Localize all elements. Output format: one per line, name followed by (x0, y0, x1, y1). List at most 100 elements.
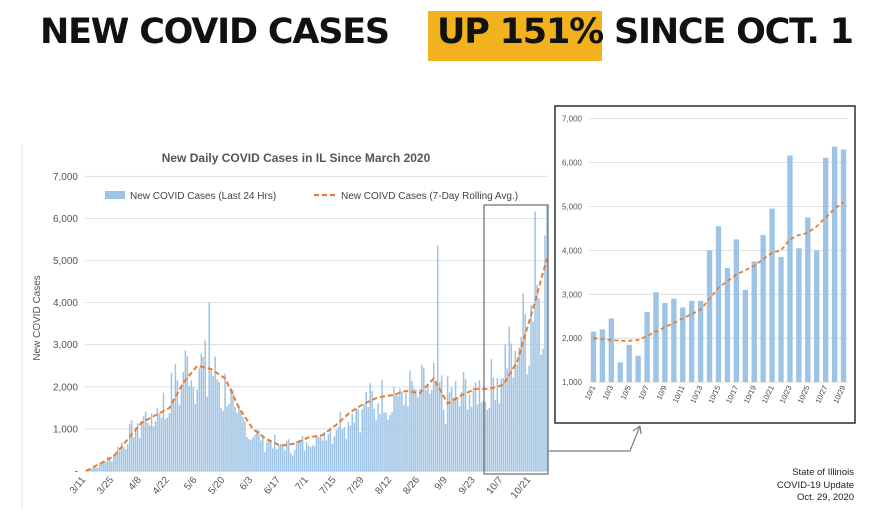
main-bar (301, 435, 304, 471)
main-bar (448, 392, 451, 471)
main-bar (359, 432, 361, 471)
main-bar (230, 387, 232, 471)
main-bar (297, 440, 300, 471)
main-bar (325, 440, 328, 471)
main-bar (144, 411, 147, 471)
main-bar (327, 433, 330, 471)
main-bar (540, 354, 542, 471)
inset-bar (822, 157, 829, 383)
main-bar (222, 410, 224, 471)
inset-bar (662, 303, 668, 383)
main-bar (405, 392, 407, 471)
legend-bar-swatch (105, 191, 125, 199)
main-bar (162, 392, 165, 471)
main-bar (285, 440, 288, 471)
main-bar (383, 412, 385, 471)
inset-bar (697, 300, 704, 383)
main-y-tick-label: 4,000 (53, 298, 78, 309)
main-avg-line (85, 258, 548, 472)
main-bar (401, 391, 403, 471)
main-bar (434, 382, 437, 471)
main-bar (198, 368, 201, 471)
main-bar (166, 417, 169, 471)
main-bar (192, 387, 195, 471)
main-bar (196, 389, 199, 471)
main-bar (337, 426, 340, 471)
inset-bar (680, 307, 686, 383)
main-bar (270, 442, 272, 471)
main-bar (111, 461, 113, 471)
main-bar (391, 412, 393, 471)
highlight-region-box (483, 204, 549, 475)
main-bar (486, 409, 489, 471)
main-x-tick-label: 8/12 (373, 475, 394, 497)
main-bar (150, 413, 153, 471)
main-bar (341, 428, 344, 471)
main-x-tick-label: 3/25 (95, 475, 116, 497)
main-bar (281, 445, 284, 471)
main-bar (124, 449, 127, 471)
main-bar (417, 397, 419, 471)
main-bar (472, 387, 475, 471)
main-bar (262, 437, 264, 471)
main-bar (158, 413, 161, 471)
main-bar (335, 430, 338, 471)
main-bar (538, 298, 540, 471)
main-bar (512, 377, 514, 471)
main-x-tick-label: 7/15 (318, 475, 339, 497)
main-bar (516, 364, 518, 471)
main-x-tick-label: 4/22 (151, 475, 172, 497)
main-bar (168, 413, 171, 471)
main-bar (130, 420, 133, 471)
main-y-ticks: - 1,000 2,000 3,000 4,000 5,000 6,000 7,000 (53, 172, 78, 478)
main-bar (544, 235, 546, 471)
main-bar (466, 409, 469, 471)
main-bar (496, 378, 499, 471)
main-bar (321, 440, 324, 471)
main-bar (188, 385, 191, 471)
main-bar (518, 347, 520, 471)
main-bar (514, 350, 516, 471)
main-bar (413, 388, 415, 471)
main-bar (349, 425, 352, 471)
main-bar (534, 211, 536, 472)
inset-y-tick-label: 3,000 (562, 290, 583, 299)
main-bar (95, 467, 97, 471)
main-bar (128, 423, 131, 471)
main-bar (450, 387, 453, 471)
main-bar (488, 407, 491, 471)
inset-bar (760, 235, 766, 383)
inset-y-tick-label: 7,000 (562, 115, 583, 124)
main-x-tick-label: 10/21 (509, 475, 534, 502)
main-bar (369, 383, 371, 471)
main-bar (347, 422, 350, 471)
main-x-tick-label: 9/9 (433, 475, 451, 493)
main-bar (91, 468, 93, 471)
inset-bar (769, 208, 775, 383)
main-bar (289, 452, 292, 471)
main-bar (258, 430, 260, 471)
headline-highlight-box (428, 11, 602, 61)
inset-bar (831, 146, 838, 383)
main-bar (224, 373, 226, 471)
inset-bar (617, 362, 623, 383)
inset-bar (626, 344, 632, 383)
main-bar (113, 454, 115, 471)
main-y-tick-label: 2,000 (53, 382, 78, 393)
main-bar (502, 378, 505, 471)
main-bar (148, 425, 151, 471)
main-bar (319, 435, 322, 471)
main-bar (293, 449, 296, 471)
main-bar (343, 426, 346, 471)
main-bar (313, 445, 316, 471)
legend-line-label: New COIVD Cases (7-Day Rolling Avg.) (341, 191, 518, 202)
main-bar (397, 395, 399, 471)
main-bar (260, 440, 262, 471)
legend-bar-label: New COVID Cases (Last 24 Hrs) (130, 191, 276, 202)
main-bar (508, 326, 511, 471)
main-bar (232, 389, 234, 471)
inset-bars (590, 146, 847, 383)
main-bar (357, 409, 359, 471)
main-bar (274, 435, 276, 471)
main-grid (85, 175, 548, 472)
